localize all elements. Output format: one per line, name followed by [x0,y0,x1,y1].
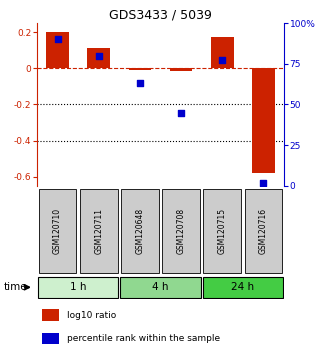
Text: time: time [3,282,27,292]
FancyBboxPatch shape [121,189,159,273]
Bar [46,32,69,68]
Text: percentile rank within the sample: percentile rank within the sample [66,334,220,343]
FancyBboxPatch shape [245,189,282,273]
Point [55,36,60,42]
Bar [87,48,110,68]
Bar [42,309,59,321]
Text: GDS3433 / 5039: GDS3433 / 5039 [109,9,212,22]
Bar [170,68,192,71]
Text: GSM120715: GSM120715 [218,207,227,254]
FancyBboxPatch shape [203,276,283,298]
Point [261,180,266,185]
FancyBboxPatch shape [80,189,118,273]
FancyBboxPatch shape [38,276,118,298]
Text: 4 h: 4 h [152,282,169,292]
Text: 1 h: 1 h [70,282,86,292]
Text: 24 h: 24 h [231,282,255,292]
Text: GSM120716: GSM120716 [259,207,268,254]
Bar [211,38,234,68]
Point [137,80,143,86]
Point [178,110,184,115]
Bar [252,68,275,173]
FancyBboxPatch shape [162,189,200,273]
Point [220,58,225,63]
Text: GSM120711: GSM120711 [94,208,103,253]
Bar [129,68,151,70]
Text: GSM120648: GSM120648 [135,207,144,254]
Text: log10 ratio: log10 ratio [66,311,116,320]
FancyBboxPatch shape [39,189,76,273]
Bar [42,333,59,344]
FancyBboxPatch shape [120,276,201,298]
Text: GSM120708: GSM120708 [177,207,186,254]
Point [96,53,101,58]
Text: GSM120710: GSM120710 [53,207,62,254]
FancyBboxPatch shape [203,189,241,273]
